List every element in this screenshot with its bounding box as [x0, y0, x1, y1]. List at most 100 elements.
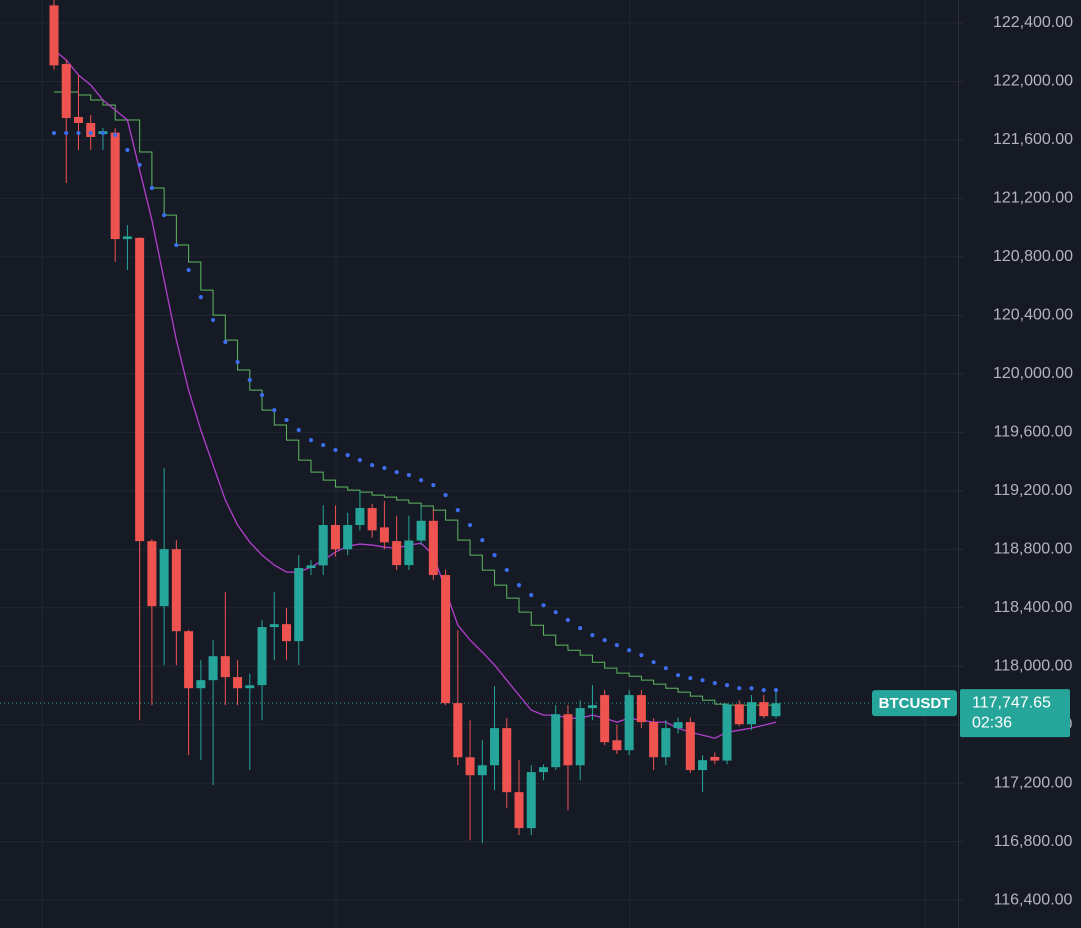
y-tick-label: 120,000.00 — [993, 365, 1073, 382]
candle-body — [147, 541, 157, 607]
candle-body — [759, 702, 769, 717]
sar-dot — [590, 633, 595, 638]
sar-dot — [663, 666, 668, 671]
candle-body — [526, 772, 536, 829]
sar-dot — [627, 648, 632, 653]
sar-dot — [382, 465, 387, 471]
y-tick-label: 119,200.00 — [994, 482, 1073, 499]
sar-dot — [308, 437, 314, 443]
y-tick-label: 122,400.00 — [993, 14, 1073, 31]
y-tick-label: 121,200.00 — [993, 190, 1073, 207]
y-tick-label: 121,600.00 — [993, 131, 1073, 148]
candle-body — [196, 680, 206, 689]
candle-body — [318, 525, 328, 566]
candle-body — [61, 64, 71, 118]
y-tick-label: 122,000.00 — [993, 73, 1073, 90]
candle-body — [465, 757, 475, 776]
sar-dot — [761, 688, 766, 693]
candle-body — [698, 760, 708, 771]
candle-body — [587, 705, 597, 709]
y-tick-label: 116,400.00 — [994, 891, 1073, 908]
sar-dot — [443, 492, 448, 498]
candle-body — [49, 5, 59, 66]
sar-dot — [431, 483, 436, 488]
candle-body — [636, 695, 646, 723]
candle-body — [86, 122, 96, 137]
sar-dot — [357, 458, 363, 463]
sar-dot — [553, 610, 558, 615]
candle-body — [600, 695, 610, 743]
candle-body — [624, 695, 634, 751]
symbol-label: BTCUSDT — [879, 695, 951, 712]
candle-body — [722, 704, 732, 761]
y-tick-label: 120,400.00 — [993, 307, 1073, 324]
sar-dot — [773, 688, 779, 693]
candle-body — [245, 685, 255, 689]
candle-body — [367, 508, 377, 531]
sar-dot — [100, 130, 106, 136]
sar-dot — [137, 162, 142, 168]
sar-dot — [749, 686, 754, 691]
vertical-grid — [41, 0, 926, 928]
candle-body — [563, 714, 573, 766]
symbol-badge — [872, 690, 957, 717]
sar-dot — [565, 617, 571, 623]
candle-body — [269, 624, 279, 628]
candle-body — [122, 236, 132, 240]
candle-body — [710, 756, 720, 761]
candle-body — [282, 624, 292, 642]
sar-dot — [76, 130, 81, 136]
y-tick-label: 120,800.00 — [993, 248, 1073, 265]
candle-body — [392, 541, 402, 566]
sar-dot — [88, 130, 93, 136]
candle-body — [649, 722, 659, 758]
sar-dot — [345, 453, 350, 458]
sar-dot — [541, 603, 546, 608]
sar-dot — [467, 522, 473, 528]
candle-body — [514, 792, 524, 829]
candle-body — [771, 703, 781, 717]
sar-dot — [64, 130, 69, 136]
y-tick-label: 118,000.00 — [994, 658, 1073, 675]
step-line — [54, 91, 776, 706]
sar-dot — [614, 642, 620, 648]
sar-dot — [480, 538, 485, 543]
sar-dot — [675, 673, 681, 678]
sar-dot — [125, 147, 130, 153]
sar-dot — [419, 478, 424, 483]
candle-body — [661, 728, 671, 758]
sar-dot — [700, 678, 705, 683]
candle-body — [685, 722, 695, 771]
candle-body — [428, 520, 438, 576]
sar-dot — [370, 462, 375, 468]
candle-body — [416, 520, 426, 541]
sar-dot — [235, 359, 240, 365]
moving-average-line — [53, 49, 777, 739]
sar-dot — [516, 583, 522, 588]
sar-dot — [51, 130, 57, 136]
y-tick-label: 119,600.00 — [994, 424, 1073, 441]
sar-dot — [223, 339, 228, 345]
candle-body — [73, 116, 83, 123]
sar-dot — [113, 132, 118, 138]
sar-dot — [724, 683, 730, 688]
candle-body — [538, 767, 548, 773]
candle-body — [379, 527, 389, 543]
sar-dot — [296, 427, 301, 433]
sar-dot — [321, 442, 326, 448]
sar-dot — [272, 408, 277, 413]
candle-body — [171, 549, 181, 632]
sar-dot — [259, 392, 265, 398]
sar-dot — [639, 653, 644, 658]
sar-dot — [198, 295, 203, 300]
candle-body — [734, 704, 744, 725]
sar-dot — [406, 472, 411, 478]
candle-body — [233, 677, 243, 689]
last-price-label: 117,747.65 — [972, 694, 1051, 711]
sar-dot — [712, 680, 717, 686]
candle-body — [612, 740, 622, 751]
candle-body — [673, 722, 683, 729]
sar-dot — [210, 317, 216, 323]
